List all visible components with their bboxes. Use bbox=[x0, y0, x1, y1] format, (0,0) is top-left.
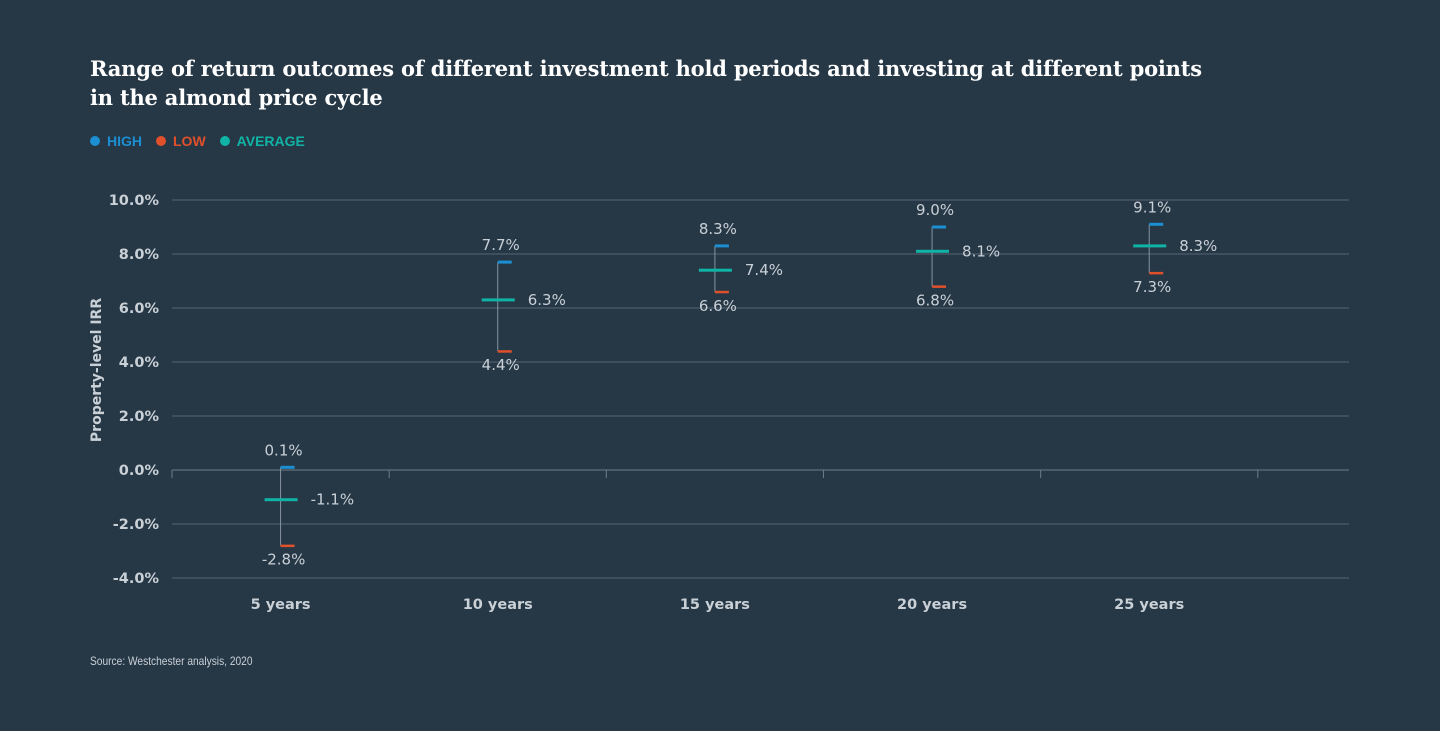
x-tick-label: 5 years bbox=[251, 597, 311, 613]
high-marker bbox=[280, 465, 295, 469]
average-value-label: -1.1% bbox=[311, 491, 355, 509]
high-marker bbox=[714, 244, 729, 248]
low-marker bbox=[1149, 271, 1164, 275]
y-axis-title: Property-level IRR bbox=[89, 298, 105, 442]
x-tick-label: 20 years bbox=[897, 597, 967, 613]
low-value-label: 6.6% bbox=[699, 297, 737, 315]
low-marker bbox=[497, 350, 512, 353]
y-tick-label: 10.0% bbox=[109, 193, 160, 209]
y-tick-label: 8.0% bbox=[119, 247, 160, 263]
average-marker bbox=[264, 498, 298, 502]
high-marker bbox=[1149, 222, 1164, 226]
low-value-label: 4.4% bbox=[482, 356, 520, 374]
low-value-label: -2.8% bbox=[262, 551, 306, 569]
legend-item-average: AVERAGE bbox=[219, 133, 305, 149]
low-marker bbox=[714, 290, 729, 294]
high-value-label: 7.7% bbox=[482, 236, 520, 254]
x-tick-label: 15 years bbox=[680, 597, 750, 613]
average-marker bbox=[481, 298, 515, 302]
legend-swatch-average bbox=[219, 136, 230, 146]
high-marker bbox=[497, 260, 512, 264]
marks-layer: 0.1% -2.8% -1.1% 7.7% 4.4% 6.3% 8.3% 6.6% 7.4% 9.… bbox=[262, 198, 1218, 568]
legend-item-low: LOW bbox=[156, 133, 206, 149]
low-value-label: 7.3% bbox=[1133, 278, 1171, 296]
average-value-label: 6.3% bbox=[528, 291, 566, 309]
legend-item-high: HIGH bbox=[90, 133, 142, 149]
high-value-label: 8.3% bbox=[699, 220, 737, 238]
low-marker bbox=[932, 285, 947, 288]
average-marker bbox=[698, 268, 732, 272]
legend: HIGH LOW AVERAGE bbox=[90, 133, 305, 149]
high-marker bbox=[932, 225, 947, 229]
low-marker bbox=[280, 544, 295, 548]
low-value-label: 6.8% bbox=[916, 291, 954, 309]
average-value-label: 7.4% bbox=[745, 261, 783, 279]
average-marker bbox=[916, 249, 950, 253]
grid-layer bbox=[172, 199, 1349, 579]
source-note: Source: Westchester analysis, 2020 bbox=[90, 654, 253, 668]
legend-label-low: LOW bbox=[173, 133, 206, 149]
legend-label-high: HIGH bbox=[107, 133, 142, 149]
average-value-label: 8.1% bbox=[962, 242, 1000, 260]
legend-label-average: AVERAGE bbox=[236, 133, 305, 149]
chart-title: Range of return outcomes of different in… bbox=[90, 56, 1202, 110]
y-tick-label: 6.0% bbox=[119, 301, 160, 317]
y-tick-label: 0.0% bbox=[119, 463, 160, 479]
y-tick-label: -4.0% bbox=[113, 571, 160, 587]
average-value-label: 8.3% bbox=[1179, 237, 1217, 255]
legend-swatch-low bbox=[156, 136, 166, 146]
y-tick-label: 4.0% bbox=[119, 355, 160, 371]
legend-swatch-high bbox=[90, 136, 100, 146]
axis-layer: 10.0% 8.0% 6.0% 4.0% 2.0% 0.0% -2.0% -4.0% 5 yea… bbox=[109, 193, 1259, 613]
x-tick-label: 10 years bbox=[463, 597, 533, 613]
y-tick-label: -2.0% bbox=[113, 517, 160, 533]
high-value-label: 9.0% bbox=[916, 201, 954, 219]
high-value-label: 9.1% bbox=[1133, 198, 1171, 216]
y-tick-label: 2.0% bbox=[119, 409, 160, 425]
average-marker bbox=[1133, 244, 1167, 248]
high-value-label: 0.1% bbox=[265, 441, 303, 459]
x-tick-label: 25 years bbox=[1114, 597, 1184, 613]
